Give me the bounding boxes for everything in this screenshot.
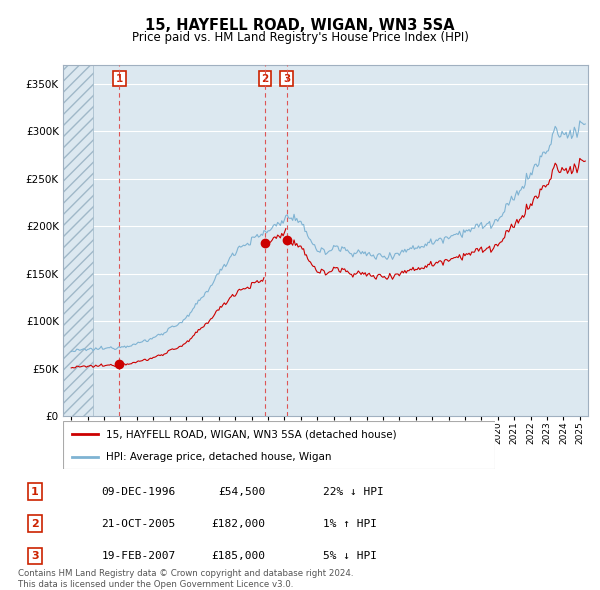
Text: 1: 1 [116, 74, 123, 84]
Text: 1: 1 [31, 487, 39, 497]
Text: Contains HM Land Registry data © Crown copyright and database right 2024.
This d: Contains HM Land Registry data © Crown c… [18, 569, 353, 589]
Text: Price paid vs. HM Land Registry's House Price Index (HPI): Price paid vs. HM Land Registry's House … [131, 31, 469, 44]
Text: 2: 2 [261, 74, 268, 84]
Text: 09-DEC-1996: 09-DEC-1996 [101, 487, 176, 497]
Text: 21-OCT-2005: 21-OCT-2005 [101, 519, 176, 529]
Text: 1% ↑ HPI: 1% ↑ HPI [323, 519, 377, 529]
Text: 15, HAYFELL ROAD, WIGAN, WN3 5SA: 15, HAYFELL ROAD, WIGAN, WN3 5SA [145, 18, 455, 32]
Text: 3: 3 [31, 551, 39, 561]
Text: £185,000: £185,000 [211, 551, 265, 561]
Bar [63, 65, 92, 416]
Text: 5% ↓ HPI: 5% ↓ HPI [323, 551, 377, 561]
Text: 22% ↓ HPI: 22% ↓ HPI [323, 487, 384, 497]
Text: £54,500: £54,500 [218, 487, 265, 497]
Text: 19-FEB-2007: 19-FEB-2007 [101, 551, 176, 561]
Text: 3: 3 [283, 74, 290, 84]
Text: HPI: Average price, detached house, Wigan: HPI: Average price, detached house, Wiga… [106, 452, 332, 462]
Text: 2: 2 [31, 519, 39, 529]
Text: £182,000: £182,000 [211, 519, 265, 529]
Text: 15, HAYFELL ROAD, WIGAN, WN3 5SA (detached house): 15, HAYFELL ROAD, WIGAN, WN3 5SA (detach… [106, 429, 397, 439]
